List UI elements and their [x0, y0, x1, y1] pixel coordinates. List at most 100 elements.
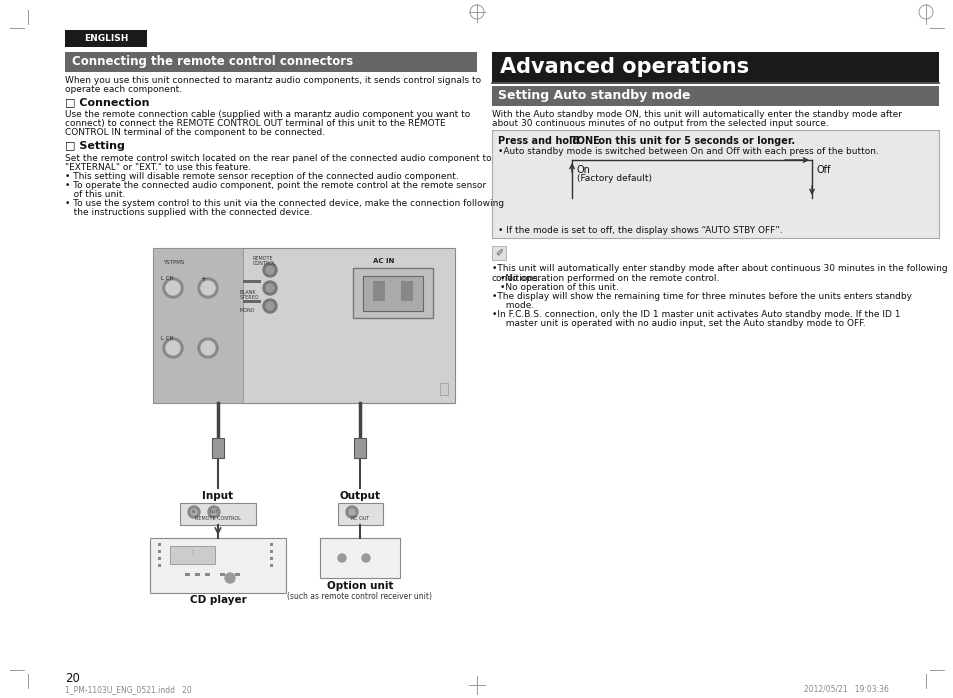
- Circle shape: [166, 341, 180, 355]
- Circle shape: [266, 266, 274, 274]
- Text: • To operate the connected audio component, point the remote control at the remo: • To operate the connected audio compone…: [65, 181, 486, 190]
- Circle shape: [337, 554, 346, 562]
- Bar: [337, 503, 382, 525]
- Circle shape: [208, 506, 220, 518]
- Text: MONO: MONO: [240, 308, 255, 313]
- Text: •No operation of this unit.: •No operation of this unit.: [499, 283, 618, 292]
- Text: On: On: [577, 165, 590, 175]
- Bar: [170, 546, 214, 564]
- Text: Input: Input: [202, 491, 233, 501]
- Bar: [492, 52, 938, 82]
- Text: CONTROL IN terminal of the component to be connected.: CONTROL IN terminal of the component to …: [65, 128, 325, 137]
- Text: +: +: [200, 276, 206, 282]
- Text: the instructions supplied with the connected device.: the instructions supplied with the conne…: [65, 208, 313, 217]
- Text: operate each component.: operate each component.: [65, 85, 182, 94]
- Text: :: :: [191, 549, 193, 555]
- Bar: [492, 246, 505, 260]
- Circle shape: [263, 299, 276, 313]
- Bar: [353, 268, 433, 318]
- Text: Use the remote connection cable (supplied with a marantz audio component you wan: Use the remote connection cable (supplie…: [65, 110, 470, 119]
- Bar: [180, 503, 255, 525]
- Circle shape: [263, 281, 276, 295]
- Bar: [158, 564, 161, 567]
- Text: Output: Output: [339, 491, 380, 501]
- Text: 2012/05/21   19:03:36: 2012/05/21 19:03:36: [803, 685, 888, 694]
- Circle shape: [346, 506, 357, 518]
- Bar: [150, 538, 286, 593]
- Text: •In F.C.B.S. connection, only the ID 1 master unit activates Auto standby mode. : •In F.C.B.S. connection, only the ID 1 m…: [492, 310, 900, 319]
- Circle shape: [266, 302, 274, 310]
- Text: TONE: TONE: [571, 136, 600, 146]
- Bar: [220, 573, 225, 576]
- Text: on this unit for 5 seconds or longer.: on this unit for 5 seconds or longer.: [595, 136, 794, 146]
- Circle shape: [163, 338, 183, 358]
- Bar: [205, 573, 210, 576]
- Circle shape: [198, 278, 218, 298]
- Bar: [234, 573, 240, 576]
- Text: Option unit: Option unit: [327, 581, 393, 591]
- Bar: [152, 248, 243, 403]
- Text: Off: Off: [816, 165, 830, 175]
- Text: RC OUT: RC OUT: [351, 517, 369, 521]
- Text: (Factory default): (Factory default): [577, 174, 651, 183]
- Text: •The display will show the remaining time for three minutes before the units ent: •The display will show the remaining tim…: [492, 292, 911, 301]
- Bar: [243, 280, 261, 283]
- Bar: [158, 543, 161, 546]
- Text: Press and hold: Press and hold: [497, 136, 582, 146]
- Circle shape: [163, 278, 183, 298]
- Bar: [158, 557, 161, 560]
- Bar: [65, 30, 147, 47]
- Text: CONTROL: CONTROL: [253, 261, 276, 266]
- Text: Advanced operations: Advanced operations: [499, 57, 748, 77]
- Circle shape: [349, 509, 355, 515]
- Circle shape: [225, 573, 234, 583]
- Text: about 30 continuous minutes of no output from the selected input source.: about 30 continuous minutes of no output…: [492, 119, 828, 128]
- Text: With the Auto standby mode ON, this unit will automatically enter the standby mo: With the Auto standby mode ON, this unit…: [492, 110, 901, 119]
- Bar: [270, 564, 273, 567]
- Circle shape: [191, 509, 196, 515]
- Bar: [270, 557, 273, 560]
- Text: L CH: L CH: [161, 276, 173, 281]
- Bar: [152, 248, 455, 403]
- Bar: [319, 538, 399, 578]
- Text: mode.: mode.: [499, 301, 534, 310]
- Text: IN: IN: [192, 510, 196, 514]
- Bar: [373, 281, 385, 301]
- Text: CD player: CD player: [190, 595, 246, 605]
- Bar: [65, 52, 476, 72]
- Text: AC IN: AC IN: [373, 258, 394, 264]
- Text: □ Setting: □ Setting: [65, 141, 125, 151]
- Text: 1_PM-1103U_ENG_0521.indd   20: 1_PM-1103U_ENG_0521.indd 20: [65, 685, 192, 694]
- Text: (such as remote control receiver unit): (such as remote control receiver unit): [287, 592, 432, 601]
- Text: of this unit.: of this unit.: [65, 190, 125, 199]
- Bar: [243, 300, 261, 303]
- Text: master unit is operated with no audio input, set the Auto standby mode to OFF.: master unit is operated with no audio in…: [499, 319, 864, 328]
- Text: ENGLISH: ENGLISH: [84, 34, 128, 43]
- Text: • If the mode is set to off, the display shows “AUTO STBY OFF”.: • If the mode is set to off, the display…: [497, 226, 781, 235]
- Text: When you use this unit connected to marantz audio components, it sends control s: When you use this unit connected to mara…: [65, 76, 480, 85]
- Bar: [492, 130, 938, 238]
- Text: OUT: OUT: [210, 510, 218, 514]
- Text: Set the remote control switch located on the rear panel of the connected audio c: Set the remote control switch located on…: [65, 154, 491, 163]
- Circle shape: [361, 554, 370, 562]
- Circle shape: [166, 281, 180, 295]
- Text: • To use the system control to this unit via the connected device, make the conn: • To use the system control to this unit…: [65, 199, 503, 208]
- Circle shape: [211, 509, 216, 515]
- Circle shape: [266, 284, 274, 292]
- Bar: [185, 573, 190, 576]
- Text: L CH: L CH: [161, 336, 173, 341]
- Bar: [492, 86, 938, 106]
- Bar: [212, 438, 224, 458]
- Bar: [158, 550, 161, 553]
- Circle shape: [201, 281, 214, 295]
- Text: "EXTERNAL" or "EXT." to use this feature.: "EXTERNAL" or "EXT." to use this feature…: [65, 163, 251, 172]
- Bar: [400, 281, 413, 301]
- Text: □ Connection: □ Connection: [65, 97, 150, 107]
- Text: ✐: ✐: [495, 248, 502, 258]
- Bar: [270, 550, 273, 553]
- Text: Setting Auto standby mode: Setting Auto standby mode: [497, 89, 690, 103]
- Bar: [354, 438, 366, 458]
- Circle shape: [188, 506, 200, 518]
- Text: •No operation performed on the remote control.: •No operation performed on the remote co…: [499, 274, 719, 283]
- Bar: [194, 573, 200, 576]
